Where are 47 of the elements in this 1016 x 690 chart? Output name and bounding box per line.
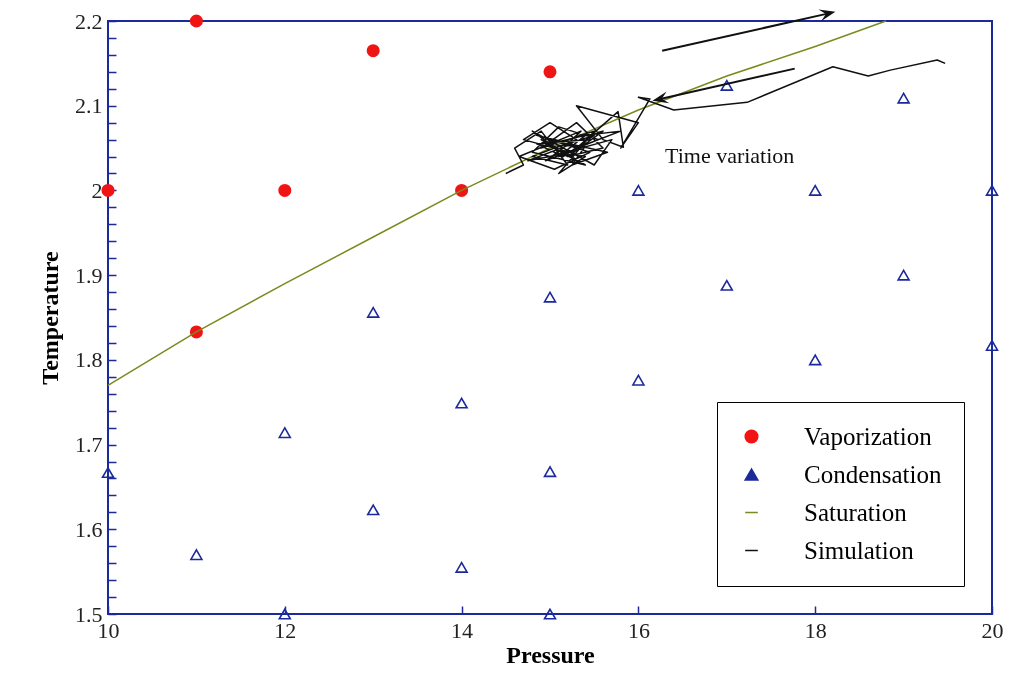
x-axis-title: Pressure bbox=[506, 641, 596, 668]
point bbox=[189, 14, 203, 28]
legend-label: Saturation bbox=[804, 498, 908, 526]
point bbox=[278, 183, 292, 197]
point bbox=[278, 608, 292, 620]
x-tick-label: 12 bbox=[274, 617, 297, 643]
legend-label: Simulation bbox=[804, 536, 915, 564]
point bbox=[897, 92, 910, 104]
point bbox=[720, 79, 734, 91]
point bbox=[808, 354, 822, 366]
y-tick-label: 2 bbox=[91, 177, 103, 203]
point bbox=[985, 339, 999, 351]
point bbox=[101, 466, 115, 479]
point bbox=[366, 306, 380, 318]
point bbox=[897, 269, 910, 281]
y-axis-title: Temperature bbox=[37, 251, 63, 385]
point bbox=[366, 504, 380, 516]
legend-label: Vaporization bbox=[804, 422, 933, 450]
point bbox=[720, 279, 734, 291]
point bbox=[101, 183, 115, 197]
point bbox=[808, 184, 822, 196]
x-tick-label: 14 bbox=[451, 617, 474, 643]
y-tick-label: 1.7 bbox=[75, 432, 103, 458]
point bbox=[985, 184, 999, 196]
point bbox=[455, 397, 468, 409]
point bbox=[455, 561, 468, 573]
point bbox=[632, 374, 645, 386]
annotation: Time variation bbox=[665, 143, 795, 168]
x-tick-label: 18 bbox=[804, 617, 827, 643]
y-tick-label: 1.8 bbox=[75, 347, 103, 373]
y-tick-label: 1.9 bbox=[75, 262, 103, 288]
x-tick-label: 16 bbox=[627, 617, 650, 643]
point bbox=[543, 608, 557, 620]
line-series bbox=[505, 59, 946, 175]
point bbox=[543, 466, 557, 478]
x-tick-label: 20 bbox=[981, 617, 1004, 643]
legend-label: Condensation bbox=[804, 460, 942, 488]
point bbox=[190, 549, 203, 561]
point bbox=[632, 184, 645, 196]
point bbox=[543, 65, 557, 79]
line-series bbox=[107, 20, 887, 387]
point bbox=[366, 44, 380, 58]
point bbox=[278, 427, 292, 439]
y-tick-label: 2.1 bbox=[75, 93, 103, 119]
y-tick-label: 2.2 bbox=[75, 8, 103, 34]
y-tick-label: 1.6 bbox=[75, 516, 103, 542]
point bbox=[543, 291, 557, 303]
